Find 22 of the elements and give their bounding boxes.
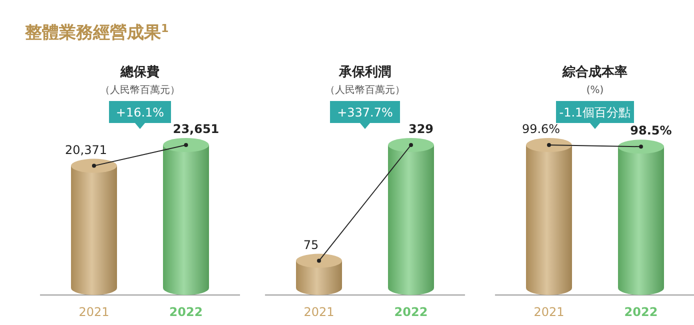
data-label: 98.5% — [630, 124, 672, 138]
chart-title: 綜合成本率 — [562, 64, 628, 80]
x-tick-label: 2022 — [169, 305, 203, 319]
data-label: 23,651 — [172, 122, 220, 136]
x-tick-label: 2022 — [394, 305, 428, 319]
data-label: 20,371 — [65, 142, 107, 157]
x-tick-label: 2021 — [304, 305, 334, 319]
text: 整體業務經營成果$^{1}$ — [24, 22, 169, 43]
x-tick-label: 2021 — [78, 305, 110, 319]
x-tick-label: 2021 — [534, 305, 564, 319]
chart-title: 總保費 — [120, 65, 160, 80]
data-label: 99.6% — [522, 122, 560, 136]
chart-subtitle: （人民幣百萬元） — [100, 84, 180, 96]
x-tick-label: 2022 — [624, 305, 658, 319]
text: +337.7% — [337, 106, 393, 120]
chart-title: 承保利潤 — [338, 64, 391, 80]
data-label: 329 — [408, 122, 434, 136]
text: +16.1% — [116, 106, 164, 120]
data-label: 75 — [303, 238, 319, 252]
chart-subtitle: (%) — [586, 85, 604, 96]
chart-subtitle: （人民幣百萬元） — [325, 84, 405, 96]
text: -1.1個百分點 — [559, 106, 631, 120]
